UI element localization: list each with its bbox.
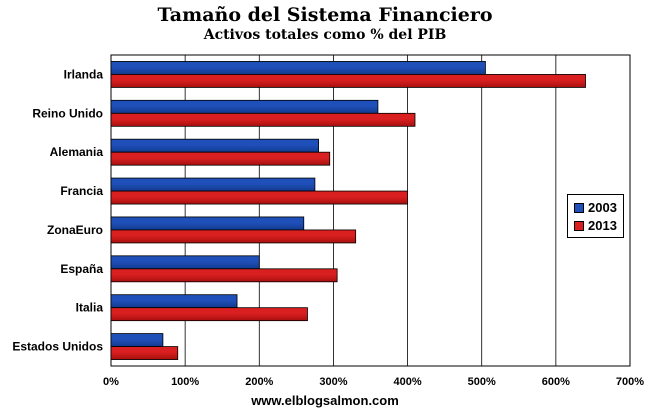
bar-2013	[110, 307, 308, 322]
x-tick-label: 300%	[319, 376, 347, 388]
bar-2013	[110, 151, 331, 166]
x-tick-label: 600%	[542, 376, 570, 388]
bar-2003	[110, 255, 260, 270]
category-label: Francia	[60, 184, 103, 198]
x-tick-label: 400%	[394, 376, 422, 388]
source-credit: www.elblogsalmon.com	[251, 393, 399, 408]
bar-2003	[110, 294, 238, 309]
bar-2013	[110, 74, 586, 88]
legend-label-2003: 2003	[588, 200, 617, 215]
category-label: Reino Unido	[32, 106, 103, 120]
bar-2013	[110, 268, 338, 283]
bar-2013	[110, 190, 408, 205]
category-label: Estados Unidos	[12, 340, 103, 354]
bar-2003	[110, 333, 164, 347]
category-label: Italia	[76, 301, 104, 315]
category-label: España	[60, 262, 103, 276]
bar-2003	[110, 216, 305, 231]
bar-2003	[110, 138, 320, 153]
bar-2013	[110, 346, 179, 360]
x-tick-label: 100%	[171, 376, 199, 388]
bar-2003	[110, 61, 486, 75]
chart-subtitle: Activos totales como % del PIB	[203, 27, 447, 43]
legend-swatch-2003	[574, 202, 584, 213]
chart-title: Tamaño del Sistema Financiero	[157, 4, 493, 26]
x-tick-label: 700%	[616, 376, 644, 388]
bar-2003	[110, 99, 379, 114]
legend-swatch-2013	[574, 220, 584, 231]
x-tick-label: 500%	[468, 376, 496, 388]
legend-item-2013: 2013	[574, 218, 617, 233]
legend-label-2013: 2013	[588, 218, 617, 233]
bar-2013	[110, 229, 357, 244]
category-label: Irlanda	[64, 67, 104, 81]
category-label: ZonaEuro	[47, 223, 103, 237]
bar-2003	[110, 177, 316, 192]
x-tick-label: 200%	[245, 376, 273, 388]
bar-2013	[110, 112, 416, 127]
x-tick-label: 0%	[103, 376, 119, 388]
chart-legend: 2003 2013	[567, 194, 624, 238]
legend-item-2003: 2003	[574, 200, 617, 215]
category-label: Alemania	[50, 145, 104, 159]
